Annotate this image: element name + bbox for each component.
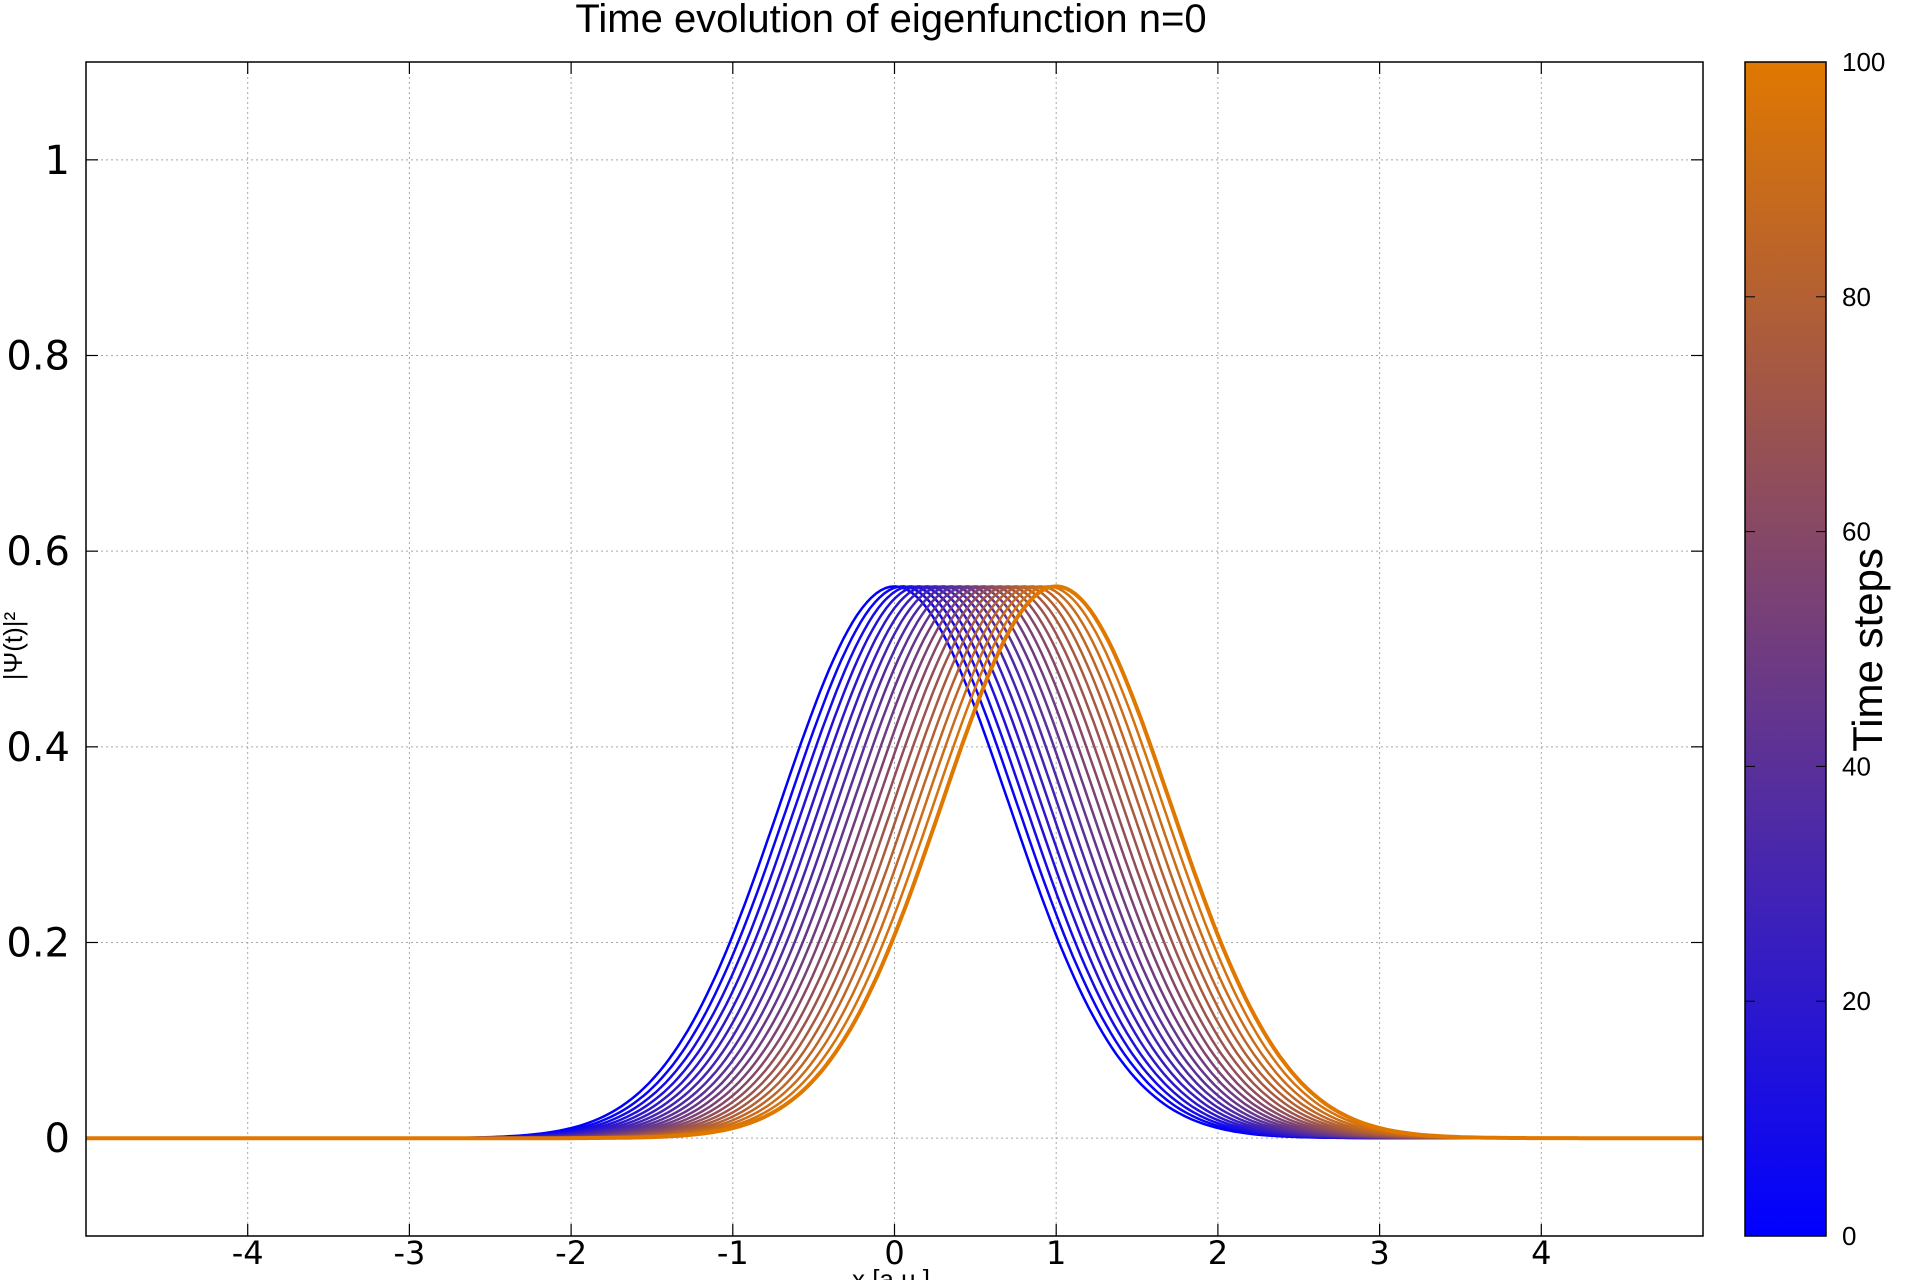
x-tick-label: 3 — [1369, 1234, 1389, 1272]
x-tick-labels: -4 -3 -2 -1 0 1 2 3 4 — [232, 1234, 1552, 1272]
y-tick-label: 0.2 — [6, 921, 70, 967]
series-group — [86, 584, 1703, 1141]
y-tick-label: 0.6 — [6, 529, 70, 575]
chart-title: Time evolution of eigenfunction n=0 — [575, 0, 1206, 41]
colorbar-tick-label: 40 — [1842, 751, 1871, 781]
y-tick-label: 1 — [45, 138, 70, 184]
x-axis-label: x [a.u.] — [852, 1264, 930, 1280]
x-tick-label: 1 — [1046, 1234, 1066, 1272]
y-tick-label: 0 — [45, 1116, 70, 1162]
colorbar-tick-label: 80 — [1842, 282, 1871, 312]
x-tick-label: 2 — [1208, 1234, 1228, 1272]
colorbar-tick-label: 100 — [1842, 47, 1885, 77]
y-tick-label: 0.4 — [6, 725, 70, 771]
x-tick-label: -1 — [717, 1234, 749, 1272]
x-tick-label: -4 — [232, 1234, 264, 1272]
x-tick-label: 0 — [884, 1234, 904, 1272]
colorbar-tick-label: 0 — [1842, 1221, 1856, 1251]
x-tick-label: -2 — [555, 1234, 587, 1272]
colorbar-tick-label: 60 — [1842, 517, 1871, 547]
y-tick-labels: 0 0.2 0.4 0.6 0.8 1 — [6, 138, 70, 1162]
colorbar — [1744, 61, 1827, 1237]
series-line-t100 — [86, 584, 1703, 1141]
colorbar-ticks: 0 20 40 60 80 100 — [1745, 47, 1885, 1251]
x-tick-label: -3 — [393, 1234, 425, 1272]
colorbar-tick-label: 20 — [1842, 986, 1871, 1016]
plot-frame — [85, 61, 1704, 1237]
colorbar-label: Time steps — [1844, 548, 1891, 752]
y-axis-label: |Ψ(t)|² — [0, 611, 28, 680]
x-tick-label: 4 — [1531, 1234, 1551, 1272]
y-tick-label: 0.8 — [6, 334, 70, 380]
